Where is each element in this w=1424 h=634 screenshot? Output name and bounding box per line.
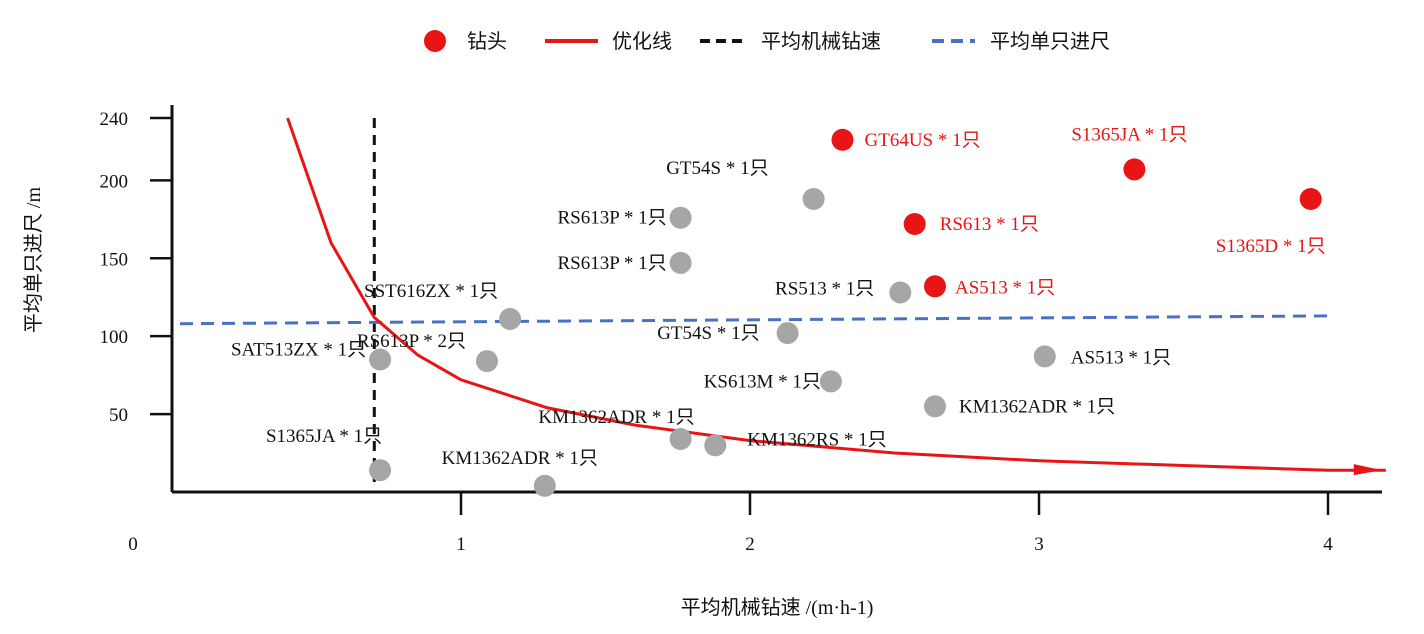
highlight-point-0 <box>831 128 854 151</box>
normal-point-label-1: RS613P * 1只 <box>557 208 666 229</box>
highlight-point-label-3: RS613 * 1只 <box>940 214 1039 235</box>
x-tick-label-3: 4 <box>1323 534 1333 555</box>
normal-point-11 <box>669 428 692 450</box>
x-tick-label-2: 3 <box>1034 534 1044 555</box>
legend: 钻头 优化线 平均机械钻速 平均单只进尺 <box>424 30 1110 53</box>
normal-point-label-5: GT54S * 1只 <box>657 323 759 344</box>
normal-point-3 <box>889 281 912 304</box>
normal-point-8 <box>1033 345 1056 368</box>
normal-point-5 <box>776 322 799 345</box>
axes: 1 2 3 4 50 100 150 200 240 <box>100 105 1382 555</box>
x-tick-label-0: 1 <box>456 534 466 555</box>
highlight-point-3 <box>903 213 926 235</box>
highlight-point-label-4: AS513 * 1只 <box>955 277 1055 298</box>
legend-label-1: 优化线 <box>612 30 672 53</box>
normal-point-6 <box>476 350 498 373</box>
normal-point-label-12: KM1362RS * 1只 <box>747 429 886 450</box>
normal-point-label-8: AS513 * 1只 <box>1071 347 1171 368</box>
y-tick-label-2: 150 <box>100 249 129 270</box>
normal-point-12 <box>704 434 727 457</box>
normal-point-label-14: KM1362ADR * 1只 <box>442 448 598 469</box>
normal-point-13 <box>369 459 392 482</box>
x-tick-label-1: 2 <box>745 534 755 555</box>
legend-label-2: 平均机械钻速 <box>761 30 881 53</box>
highlight-point-4 <box>924 275 946 298</box>
normal-point-label-9: KS613M * 1只 <box>704 371 821 392</box>
normal-point-label-4: SST616ZX * 1只 <box>364 281 498 302</box>
highlight-point-label-2: S1365D * 1只 <box>1216 236 1326 257</box>
x-axis-title: 平均机械钻速 /(m·h-1) <box>681 596 874 619</box>
y-tick-label-3: 200 <box>100 171 129 192</box>
normal-point-label-13: S1365JA * 1只 <box>266 426 382 447</box>
avg-footage-line <box>179 314 1329 326</box>
normal-point-label-11: KM1362ADR * 1只 <box>538 407 694 428</box>
normal-point-label-3: RS513 * 1只 <box>775 279 874 300</box>
normal-point-9 <box>819 370 842 393</box>
normal-point-label-6: RS613P * 2只 <box>357 331 466 352</box>
normal-point-0 <box>802 188 825 210</box>
normal-point-label-7: SAT513ZX * 1只 <box>231 340 366 361</box>
highlight-point-label-1: S1365JA * 1只 <box>1071 124 1187 145</box>
normal-point-14 <box>533 474 556 497</box>
normal-point-label-2: RS613P * 1只 <box>557 253 666 274</box>
legend-marker-0 <box>424 30 446 52</box>
point-labels: GT64US * 1只 S1365JA * 1只 S1365D * 1只 RS613 … <box>231 124 1326 468</box>
highlight-point-label-0: GT64US * 1只 <box>865 130 981 151</box>
reference-lines <box>179 118 1329 482</box>
normal-point-7 <box>369 348 392 371</box>
normal-point-10 <box>924 395 946 418</box>
y-tick-label-4: 240 <box>100 109 129 130</box>
origin-label: 0 <box>128 534 138 555</box>
normal-point-2 <box>669 251 692 274</box>
y-tick-label-1: 100 <box>100 327 129 348</box>
normal-point-4 <box>499 308 522 330</box>
data-points <box>369 128 1322 497</box>
optimization-curve-arrowhead <box>1353 464 1382 476</box>
legend-label-3: 平均单只进尺 <box>990 30 1110 53</box>
highlight-point-2 <box>1299 188 1322 210</box>
legend-label-0: 钻头 <box>467 30 507 53</box>
normal-point-label-10: KM1362ADR * 1只 <box>959 396 1115 417</box>
y-tick-label-0: 50 <box>109 405 128 426</box>
highlight-point-1 <box>1123 158 1146 181</box>
normal-point-1 <box>669 206 692 229</box>
y-axis-title: 平均单只进尺 /m <box>22 187 45 334</box>
normal-point-label-0: GT54S * 1只 <box>666 158 768 179</box>
optimization-curve <box>286 117 1386 472</box>
optimization-curve-layer <box>286 117 1386 476</box>
